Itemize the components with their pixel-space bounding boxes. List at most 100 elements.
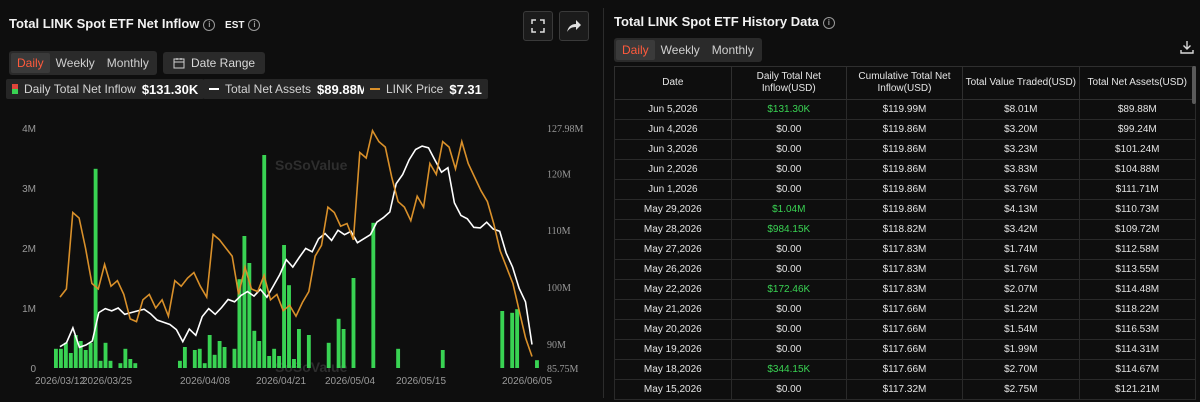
table-scrollbar[interactable] <box>1192 66 1196 104</box>
inflow-bar[interactable] <box>98 360 103 368</box>
tab-monthly[interactable]: Monthly <box>711 43 754 57</box>
table-cell: $117.66M <box>845 299 964 320</box>
fullscreen-icon <box>531 19 545 33</box>
inflow-bar[interactable] <box>242 236 247 368</box>
inflow-bar[interactable] <box>177 360 182 368</box>
info-icon[interactable]: i <box>203 18 216 31</box>
inflow-bar[interactable] <box>182 347 187 368</box>
inflow-bar[interactable] <box>396 348 401 368</box>
table-row[interactable]: May 29,2026 $1.04M $119.86M $4.13M $110.73M <box>614 199 1196 220</box>
date-range-button[interactable]: Date Range <box>163 52 266 74</box>
inflow-bar[interactable] <box>351 278 356 368</box>
inflow-bar[interactable] <box>118 363 123 368</box>
inflow-bar[interactable] <box>68 353 73 368</box>
download-button[interactable] <box>1180 40 1194 59</box>
inflow-bar[interactable] <box>237 279 242 368</box>
legend-net-assets[interactable]: Total Net Assets $89.88M <box>203 79 374 99</box>
table-row[interactable]: Jun 5,2026 $131.30K $119.99M $8.01M $89.88M <box>614 99 1196 120</box>
inflow-bar[interactable] <box>287 285 291 368</box>
calendar-icon <box>173 58 185 69</box>
table-row[interactable]: Jun 3,2026 $0.00 $119.86M $3.23M $101.24M <box>614 139 1196 160</box>
table-row[interactable]: May 20,2026 $0.00 $117.66M $1.54M $116.53M <box>614 319 1196 340</box>
table-row[interactable]: May 15,2026 $0.00 $117.32M $2.75M $121.21M <box>614 379 1196 400</box>
table-cell: May 22,2026 <box>614 279 732 300</box>
inflow-bar[interactable] <box>336 318 341 368</box>
inflow-bar[interactable] <box>252 330 257 368</box>
table-row[interactable]: May 21,2026 $0.00 $117.66M $1.22M $118.22M <box>614 299 1196 320</box>
table-row[interactable]: May 22,2026 $172.46K $117.83M $2.07M $114.48… <box>614 279 1196 300</box>
fullscreen-button[interactable] <box>523 11 553 41</box>
right-axis-tick: 100M <box>547 283 571 294</box>
tab-monthly[interactable]: Monthly <box>106 56 149 70</box>
tab-daily[interactable]: Daily <box>616 40 655 60</box>
inflow-bar[interactable] <box>440 350 445 368</box>
inflow-bar[interactable] <box>58 348 63 368</box>
net-inflow-chart[interactable]: SoSoValueSoSoValue4M3M2M1M0127.98M120M11… <box>0 110 600 402</box>
column-header-net-assets[interactable]: Total Net Assets(USD) <box>1078 66 1196 100</box>
table-cell: Jun 4,2026 <box>614 119 732 140</box>
table-row[interactable]: May 18,2026 $344.15K $117.66M $2.70M $114.67… <box>614 359 1196 380</box>
link-price-line[interactable] <box>59 128 533 357</box>
timezone-info-icon[interactable]: i <box>248 18 261 31</box>
table-row[interactable]: Jun 1,2026 $0.00 $119.86M $3.76M $111.71M <box>614 179 1196 200</box>
inflow-bar[interactable] <box>262 155 267 368</box>
inflow-bar[interactable] <box>128 359 133 368</box>
inflow-bar[interactable] <box>535 360 539 368</box>
inflow-bar[interactable] <box>212 354 217 368</box>
table-row[interactable]: Jun 2,2026 $0.00 $119.86M $3.83M $104.88M <box>614 159 1196 180</box>
legend-daily-inflow[interactable]: Daily Total Net Inflow $131.30K <box>6 79 205 99</box>
inflow-bar[interactable] <box>123 348 128 368</box>
inflow-bar[interactable] <box>247 263 252 368</box>
inflow-bar[interactable] <box>197 348 202 368</box>
table-row[interactable]: May 28,2026 $984.15K $118.82M $3.42M $109.72… <box>614 219 1196 240</box>
column-header-daily-inflow[interactable]: Daily Total Net Inflow(USD) <box>730 66 847 100</box>
inflow-bar[interactable] <box>88 342 93 368</box>
inflow-bar[interactable] <box>257 341 262 368</box>
table-panel-title: Total LINK Spot ETF History Data i <box>614 14 835 29</box>
inflow-bar[interactable] <box>83 350 88 368</box>
inflow-bar[interactable] <box>341 329 346 368</box>
inflow-bar[interactable] <box>108 360 113 368</box>
inflow-bar[interactable] <box>202 363 207 368</box>
legend-link-price[interactable]: LINK Price $7.31 <box>364 79 488 99</box>
column-header-date[interactable]: Date <box>614 66 732 100</box>
inflow-bar[interactable] <box>272 348 277 368</box>
inflow-bar[interactable] <box>267 356 272 368</box>
column-header-value-traded[interactable]: Total Value Traded(USD) <box>962 66 1080 100</box>
table-cell: $1.54M <box>962 319 1080 340</box>
table-row[interactable]: May 27,2026 $0.00 $117.83M $1.74M $112.58M <box>614 239 1196 260</box>
table-row[interactable]: May 19,2026 $0.00 $117.66M $1.99M $114.31M <box>614 339 1196 360</box>
inflow-bar[interactable] <box>282 245 286 368</box>
inflow-bar[interactable] <box>222 347 227 368</box>
inflow-bar[interactable] <box>63 342 68 368</box>
tab-daily[interactable]: Daily <box>11 53 50 73</box>
inflow-bar[interactable] <box>207 335 212 368</box>
inflow-bar[interactable] <box>73 335 78 368</box>
inflow-bar[interactable] <box>292 359 296 368</box>
inflow-bar[interactable] <box>371 222 376 368</box>
inflow-bar[interactable] <box>326 342 331 368</box>
tab-weekly[interactable]: Weekly <box>55 56 95 70</box>
history-table-container[interactable]: Date Daily Total Net Inflow(USD) Cumulat… <box>614 66 1196 402</box>
inflow-bar[interactable] <box>515 309 520 368</box>
inflow-bar[interactable] <box>510 312 515 368</box>
inflow-bar[interactable] <box>217 341 222 368</box>
inflow-bar[interactable] <box>306 335 311 368</box>
inflow-bar[interactable] <box>192 350 197 368</box>
inflow-bar[interactable] <box>133 363 138 368</box>
inflow-bar[interactable] <box>103 342 108 368</box>
inflow-bar[interactable] <box>78 341 83 368</box>
inflow-bar[interactable] <box>93 168 98 368</box>
inflow-bar[interactable] <box>54 348 58 368</box>
table-row[interactable]: Jun 4,2026 $0.00 $119.86M $3.20M $99.24M <box>614 119 1196 140</box>
inflow-bar[interactable] <box>232 348 237 368</box>
inflow-bar[interactable] <box>297 329 301 368</box>
table-row[interactable]: May 26,2026 $0.00 $117.83M $1.76M $113.55M <box>614 259 1196 280</box>
inflow-bar[interactable] <box>277 356 282 368</box>
info-icon[interactable]: i <box>822 16 835 29</box>
net-assets-line[interactable] <box>59 145 533 349</box>
column-header-cumulative-inflow[interactable]: Cumulative Total Net Inflow(USD) <box>845 66 964 100</box>
inflow-bar[interactable] <box>500 311 505 368</box>
tab-weekly[interactable]: Weekly <box>660 43 700 57</box>
share-button[interactable] <box>559 11 589 41</box>
